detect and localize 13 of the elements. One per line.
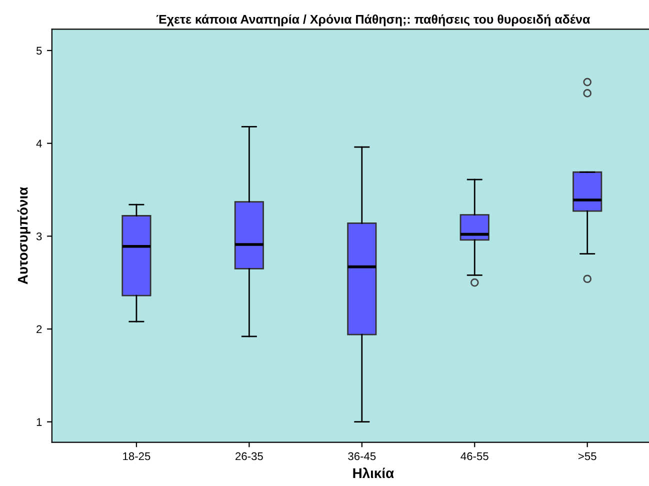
x-tick-label: 26-35: [236, 452, 263, 460]
x-tick-label: 36-45: [348, 452, 376, 460]
y-tick-label: 2: [36, 325, 42, 334]
y-tick-label: 1: [36, 418, 42, 426]
chart-title: Έχετε κάποια Αναπηρία / Χρόνια Πάθηση;: παθήσεις του θυροειδή αδένα: [156, 14, 590, 26]
y-axis-title: Αυτοσυμπόνια: [17, 186, 30, 284]
y-tick-label: 4: [36, 140, 42, 148]
x-tick-label: >55: [578, 452, 596, 460]
y-tick-label: 3: [36, 232, 42, 240]
x-tick-label: 46-55: [460, 452, 488, 460]
x-tick-label: 18-25: [123, 452, 150, 460]
y-tick-label: 5: [36, 46, 42, 55]
x-axis-title: Ηλικία: [353, 468, 394, 478]
